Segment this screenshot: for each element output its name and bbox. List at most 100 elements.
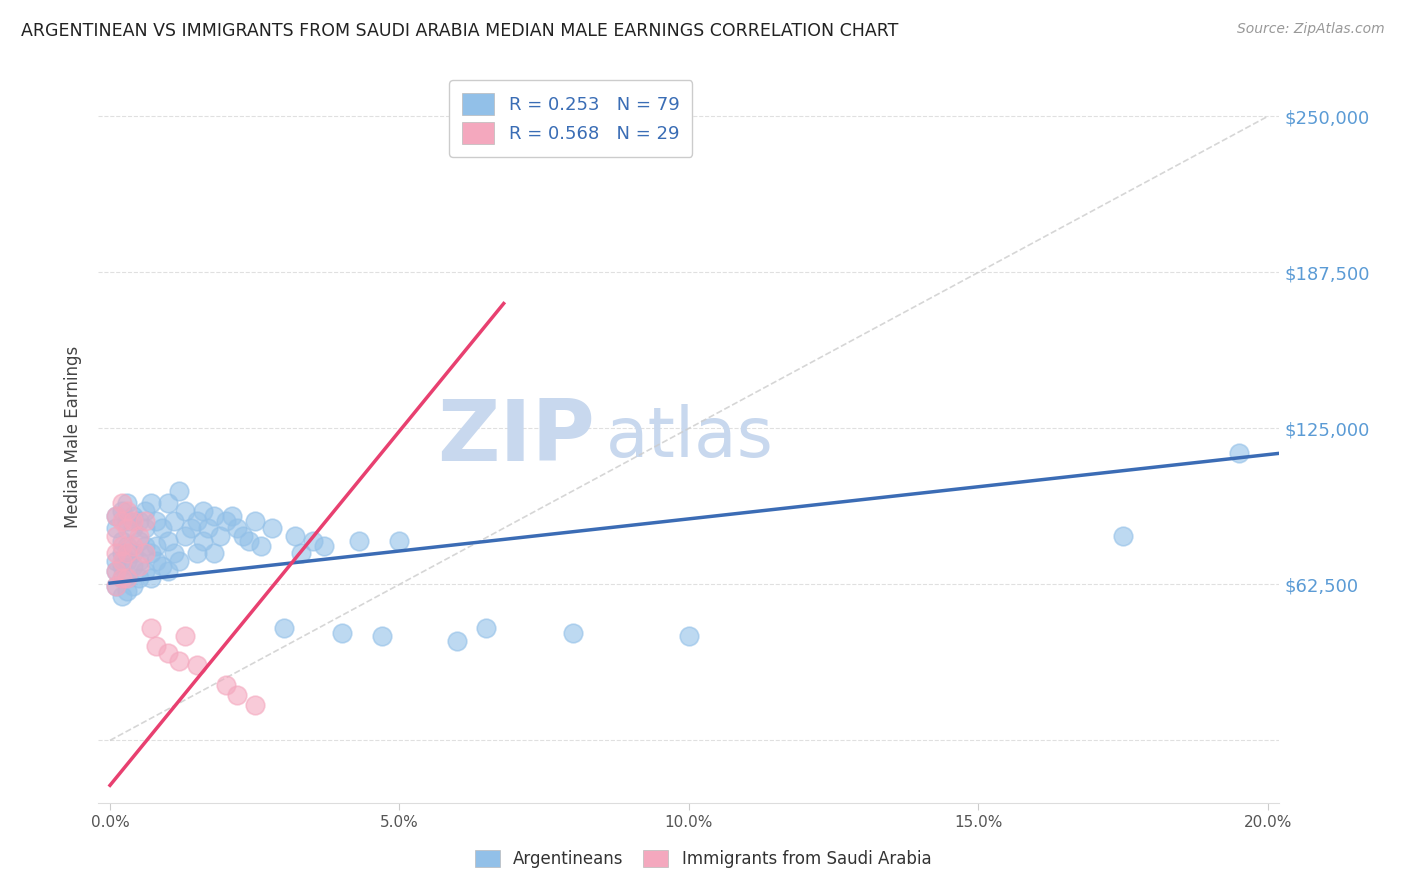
Point	[169, 483, 191, 498]
Point	[122, 508, 145, 523]
Point	[117, 583, 139, 598]
Point	[145, 539, 167, 553]
Point	[134, 521, 156, 535]
Point	[117, 514, 139, 528]
Point	[446, 633, 468, 648]
Point	[174, 529, 197, 543]
Point	[562, 626, 585, 640]
Point	[134, 546, 156, 560]
Point	[273, 621, 295, 635]
Point	[169, 653, 191, 667]
Point	[262, 521, 284, 535]
Point	[156, 646, 179, 660]
Point	[186, 546, 208, 560]
Point	[226, 689, 249, 703]
Point	[104, 546, 127, 560]
Point	[104, 564, 127, 578]
Point	[110, 539, 132, 553]
Point	[117, 571, 139, 585]
Legend: R = 0.253   N = 79, R = 0.568   N = 29: R = 0.253 N = 79, R = 0.568 N = 29	[450, 80, 692, 157]
Point	[104, 579, 127, 593]
Point	[169, 554, 191, 568]
Point	[110, 558, 132, 573]
Text: Source: ZipAtlas.com: Source: ZipAtlas.com	[1237, 22, 1385, 37]
Point	[110, 571, 132, 585]
Point	[110, 533, 132, 548]
Point	[134, 504, 156, 518]
Point	[110, 496, 132, 510]
Point	[1227, 446, 1250, 460]
Point	[191, 504, 214, 518]
Point	[110, 514, 132, 528]
Point	[110, 546, 132, 560]
Point	[156, 533, 179, 548]
Point	[128, 571, 150, 585]
Point	[117, 504, 139, 518]
Point	[156, 564, 179, 578]
Legend: Argentineans, Immigrants from Saudi Arabia: Argentineans, Immigrants from Saudi Arab…	[468, 843, 938, 875]
Point	[150, 558, 173, 573]
Point	[122, 558, 145, 573]
Point	[221, 508, 243, 523]
Point	[110, 554, 132, 568]
Text: atlas: atlas	[606, 403, 775, 471]
Point	[104, 564, 127, 578]
Point	[186, 514, 208, 528]
Point	[208, 529, 231, 543]
Point	[117, 496, 139, 510]
Point	[163, 514, 186, 528]
Point	[117, 521, 139, 535]
Point	[197, 521, 219, 535]
Point	[128, 558, 150, 573]
Point	[371, 628, 394, 642]
Point	[145, 554, 167, 568]
Point	[122, 514, 145, 528]
Point	[139, 571, 162, 585]
Point	[128, 554, 150, 568]
Point	[330, 626, 353, 640]
Point	[145, 514, 167, 528]
Point	[117, 554, 139, 568]
Point	[215, 514, 238, 528]
Point	[122, 579, 145, 593]
Point	[202, 546, 225, 560]
Point	[347, 533, 370, 548]
Point	[128, 514, 150, 528]
Point	[243, 698, 266, 713]
Point	[191, 533, 214, 548]
Point	[202, 508, 225, 523]
Point	[117, 539, 139, 553]
Point	[174, 504, 197, 518]
Point	[122, 521, 145, 535]
Point	[104, 554, 127, 568]
Point	[139, 621, 162, 635]
Point	[104, 579, 127, 593]
Point	[678, 628, 700, 642]
Point	[388, 533, 411, 548]
Point	[134, 539, 156, 553]
Point	[238, 533, 260, 548]
Point	[104, 508, 127, 523]
Point	[290, 546, 312, 560]
Point	[122, 539, 145, 553]
Point	[284, 529, 307, 543]
Point	[122, 546, 145, 560]
Point	[180, 521, 202, 535]
Point	[301, 533, 323, 548]
Point	[226, 521, 249, 535]
Point	[475, 621, 498, 635]
Point	[215, 678, 238, 692]
Point	[117, 546, 139, 560]
Point	[139, 546, 162, 560]
Point	[104, 521, 127, 535]
Point	[110, 571, 132, 585]
Point	[110, 589, 132, 603]
Point	[186, 658, 208, 673]
Point	[117, 571, 139, 585]
Point	[249, 539, 271, 553]
Point	[232, 529, 254, 543]
Point	[134, 564, 156, 578]
Point	[145, 639, 167, 653]
Point	[150, 521, 173, 535]
Y-axis label: Median Male Earnings: Median Male Earnings	[65, 346, 83, 528]
